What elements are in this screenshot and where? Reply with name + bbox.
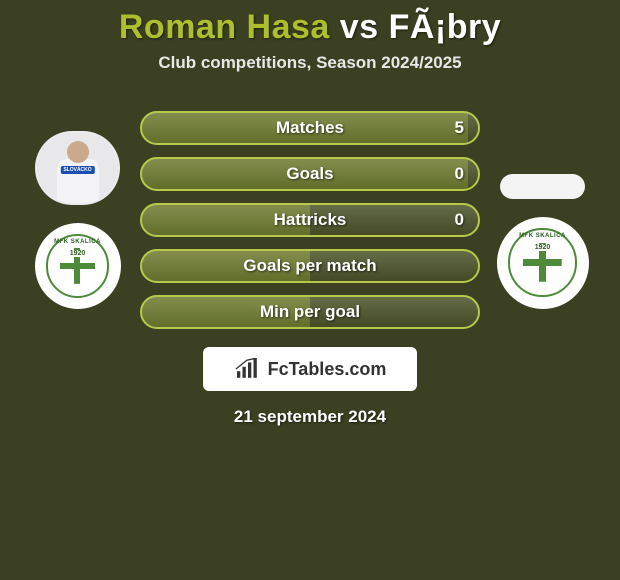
player-a-club-badge: MFK SKALICA 1920 (35, 223, 121, 309)
stat-row-matches: Matches 5 (140, 111, 480, 145)
stat-label: Hattricks (274, 210, 347, 230)
stat-right-value: 0 (455, 210, 464, 230)
club-badge-year: 1920 (534, 244, 552, 251)
left-player-column: SLOVÁCKO MFK SKALICA 1920 (15, 131, 140, 309)
footer-brand-text: FcTables.com (268, 359, 387, 380)
stat-row-hattricks: Hattricks 0 (140, 203, 480, 237)
right-player-column: MFK SKALICA 1920 (480, 132, 605, 309)
stat-label: Min per goal (260, 302, 360, 322)
player-b-club-badge: MFK SKALICA 1920 (497, 217, 589, 309)
page-title: Roman Hasa vs FÃ¡bry (0, 8, 620, 47)
title-player-b: FÃ¡bry (389, 8, 502, 46)
player-a-avatar: SLOVÁCKO (35, 131, 120, 205)
title-player-a: Roman Hasa (119, 8, 330, 46)
club-badge-name: MFK SKALICA (519, 233, 566, 239)
stat-row-min-per-goal: Min per goal (140, 295, 480, 329)
comparison-row: SLOVÁCKO MFK SKALICA 1920 Matches 5 Goal… (0, 111, 620, 329)
stat-right-value: 5 (455, 118, 464, 138)
stat-right-value: 0 (455, 164, 464, 184)
stat-label: Goals (286, 164, 333, 184)
player-a-jersey-label: SLOVÁCKO (60, 166, 94, 174)
comparison-card: Roman Hasa vs FÃ¡bry Club competitions, … (0, 0, 620, 427)
club-badge-year: 1920 (69, 250, 87, 257)
club-badge-graphic: MFK SKALICA 1920 (46, 234, 110, 298)
stats-column: Matches 5 Goals 0 Hattricks 0 Goals per … (140, 111, 480, 329)
generation-date: 21 september 2024 (0, 407, 620, 427)
title-vs: vs (330, 8, 389, 46)
subtitle: Club competitions, Season 2024/2025 (0, 53, 620, 73)
club-badge-name: MFK SKALICA (54, 239, 101, 245)
stat-label: Goals per match (243, 256, 376, 276)
stat-label: Matches (276, 118, 344, 138)
stat-row-goals-per-match: Goals per match (140, 249, 480, 283)
club-badge-graphic: MFK SKALICA 1920 (508, 228, 576, 296)
chart-icon (234, 358, 262, 380)
stat-row-goals: Goals 0 (140, 157, 480, 191)
player-b-avatar (500, 174, 585, 199)
footer-brand[interactable]: FcTables.com (203, 347, 417, 391)
